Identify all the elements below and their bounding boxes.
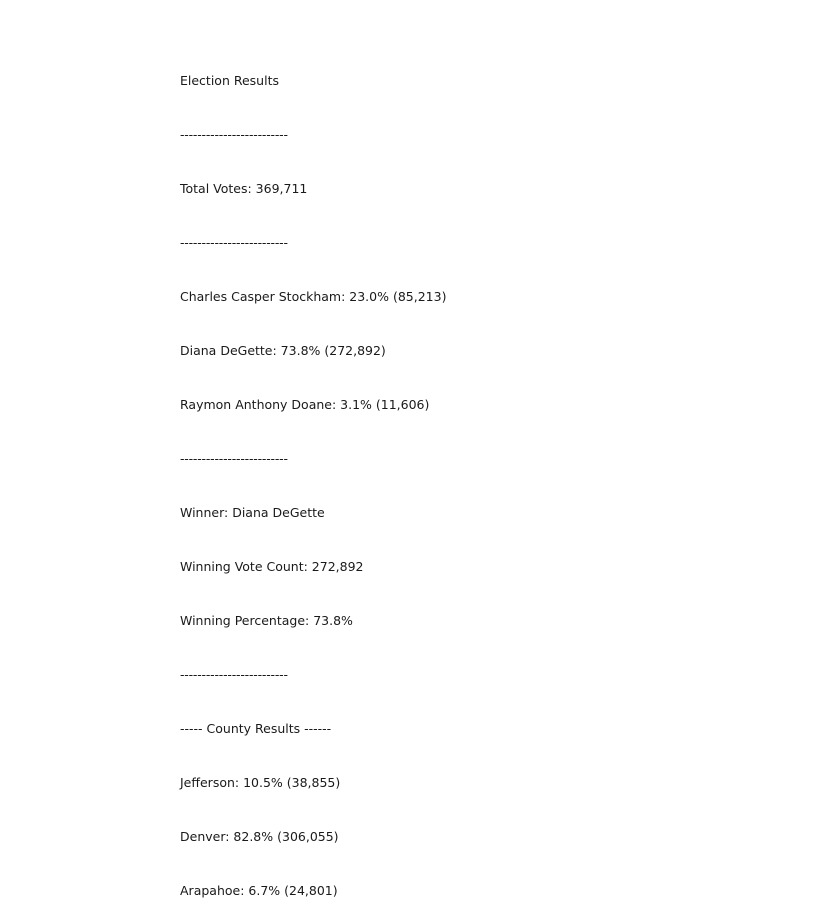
- county-result: Jefferson: 10.5% (38,855): [180, 775, 341, 790]
- separator: -------------------------: [180, 127, 288, 142]
- candidate-winner: Winner: Diana DeGette: [180, 505, 325, 520]
- candidate-winning-percentage: Winning Percentage: 73.8%: [180, 613, 353, 628]
- separator: -------------------------: [180, 235, 288, 250]
- candidate-result: Raymon Anthony Doane: 3.1% (11,606): [180, 397, 430, 412]
- candidate-result: Diana DeGette: 73.8% (272,892): [180, 343, 386, 358]
- county-result: Arapahoe: 6.7% (24,801): [180, 883, 338, 898]
- separator: -------------------------: [180, 451, 288, 466]
- document-title: Election Results: [180, 73, 279, 88]
- election-results-text: Election Results -----------------------…: [180, 36, 446, 920]
- candidate-result: Charles Casper Stockham: 23.0% (85,213): [180, 289, 447, 304]
- candidate-winning-vote-count: Winning Vote Count: 272,892: [180, 559, 364, 574]
- separator: -------------------------: [180, 667, 288, 682]
- county-result: Denver: 82.8% (306,055): [180, 829, 339, 844]
- county-results-header: ----- County Results ------: [180, 721, 332, 736]
- total-votes: Total Votes: 369,711: [180, 181, 308, 196]
